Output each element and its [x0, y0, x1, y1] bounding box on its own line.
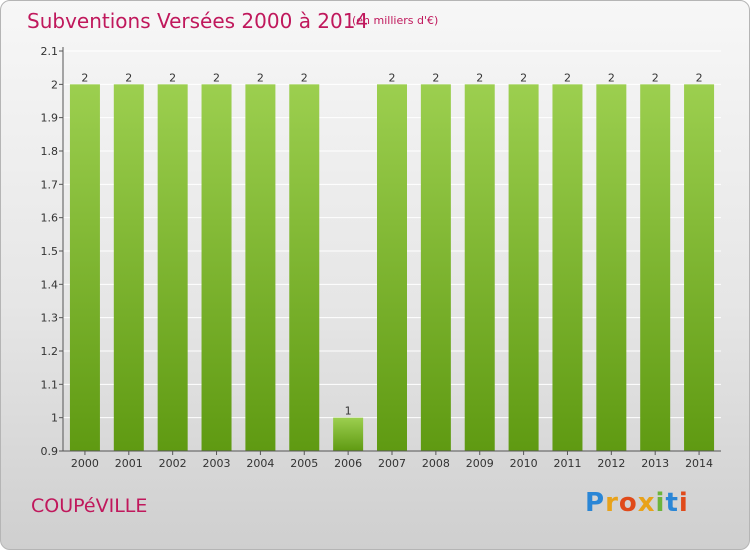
data-label: 2 [432, 71, 439, 84]
axes [59, 47, 721, 455]
x-tick-label: 2013 [641, 457, 669, 470]
x-tick-label: 2005 [290, 457, 318, 470]
bar-2008[interactable] [420, 84, 451, 451]
x-tick-label: 2009 [466, 457, 494, 470]
y-tick-label: 1.9 [41, 112, 59, 125]
x-tick-label: 2007 [378, 457, 406, 470]
y-tick-label: 1.8 [41, 145, 59, 158]
bar-2004[interactable] [245, 84, 276, 451]
x-tick-label: 2001 [115, 457, 143, 470]
bar-2003[interactable] [201, 84, 232, 451]
y-tick-label: 1.6 [41, 212, 59, 225]
data-label: 2 [652, 71, 659, 84]
data-label: 2 [213, 71, 220, 84]
data-label: 2 [564, 71, 571, 84]
bar-2000[interactable] [69, 84, 100, 451]
bar-2005[interactable] [289, 84, 320, 451]
y-tick-label: 1.2 [41, 345, 59, 358]
bar-2010[interactable] [508, 84, 539, 451]
y-tick-label: 0.9 [41, 445, 59, 458]
data-label: 2 [696, 71, 703, 84]
data-label: 2 [608, 71, 615, 84]
bar-2006[interactable] [333, 417, 364, 451]
data-label: 2 [301, 71, 308, 84]
data-label: 2 [81, 71, 88, 84]
y-tick-label: 1 [51, 412, 58, 425]
bar-2002[interactable] [157, 84, 188, 451]
data-label: 2 [125, 71, 132, 84]
commune-name: COUPéVILLE [31, 495, 148, 517]
y-tick-label: 1.7 [41, 178, 59, 191]
x-tick-label: 2012 [597, 457, 625, 470]
x-tick-label: 2002 [159, 457, 187, 470]
x-tick-label: 2000 [71, 457, 99, 470]
x-tick-label: 2014 [685, 457, 713, 470]
data-label: 2 [257, 71, 264, 84]
bar-2011[interactable] [552, 84, 583, 451]
chart-title: Subventions Versées 2000 à 2014 [27, 9, 369, 33]
data-label: 2 [476, 71, 483, 84]
data-label: 2 [389, 71, 396, 84]
data-label: 2 [169, 71, 176, 84]
y-tick-label: 1.3 [41, 312, 59, 325]
y-tick-label: 1.5 [41, 245, 59, 258]
y-tick-label: 1.1 [41, 378, 59, 391]
x-tick-label: 2011 [553, 457, 581, 470]
bar-2009[interactable] [464, 84, 495, 451]
data-label: 1 [345, 405, 352, 418]
labels: 0.9 1 1.1 1.2 1.3 1.4 1.5 1.6 1.7 1.8 1.9 2 2.1 2 2000… [41, 45, 714, 470]
x-tick-label: 2008 [422, 457, 450, 470]
bars [69, 84, 715, 451]
y-tick-label: 1.4 [41, 278, 59, 291]
bar-2007[interactable] [377, 84, 407, 451]
bar-2014[interactable] [684, 84, 715, 451]
bar-2012[interactable] [596, 84, 627, 451]
x-tick-label: 2006 [334, 457, 362, 470]
bar-2013[interactable] [640, 84, 671, 451]
bar-2001[interactable] [113, 84, 144, 451]
y-tick-label: 2 [51, 78, 58, 91]
x-tick-label: 2004 [246, 457, 274, 470]
proxiti-logo[interactable]: Proxiti [585, 488, 689, 518]
x-tick-label: 2010 [510, 457, 538, 470]
x-tick-label: 2003 [203, 457, 231, 470]
chart-unit: (en milliers d'€) [352, 14, 439, 27]
data-label: 2 [520, 71, 527, 84]
y-tick-label: 2.1 [41, 45, 59, 58]
